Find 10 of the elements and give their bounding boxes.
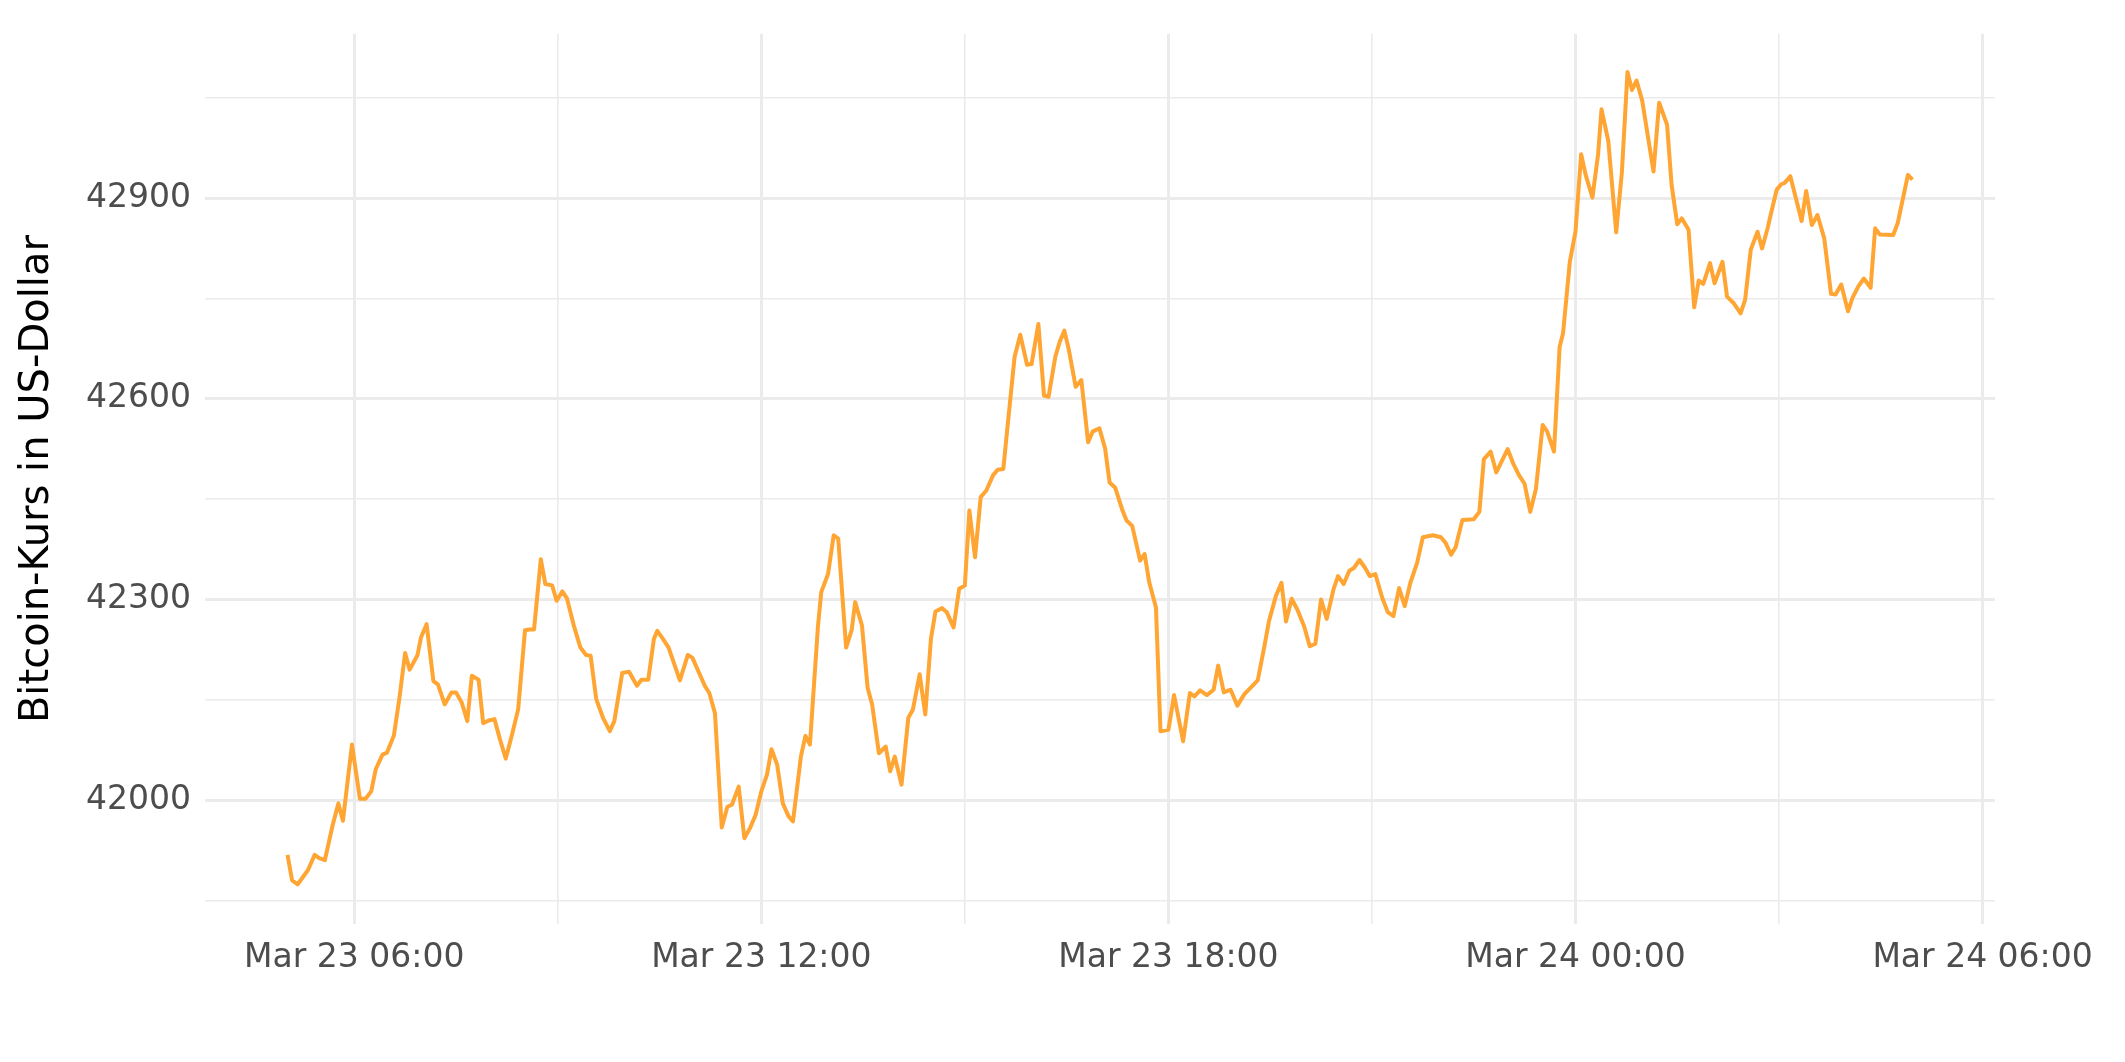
y-tick-label: 42900 [85,175,191,215]
x-tick-label: Mar 24 00:00 [1465,935,1686,975]
y-axis-title: Bitcoin-Kurs in US-Dollar [11,234,58,724]
x-tick-label: Mar 23 18:00 [1058,935,1279,975]
x-tick-label: Mar 23 06:00 [244,935,465,975]
y-tick-label: 42000 [85,777,191,817]
x-tick-label: Mar 24 06:00 [1872,935,2093,975]
y-tick-label: 42300 [85,577,191,617]
y-tick-label: 42600 [85,376,191,416]
x-tick-label: Mar 23 12:00 [651,935,872,975]
